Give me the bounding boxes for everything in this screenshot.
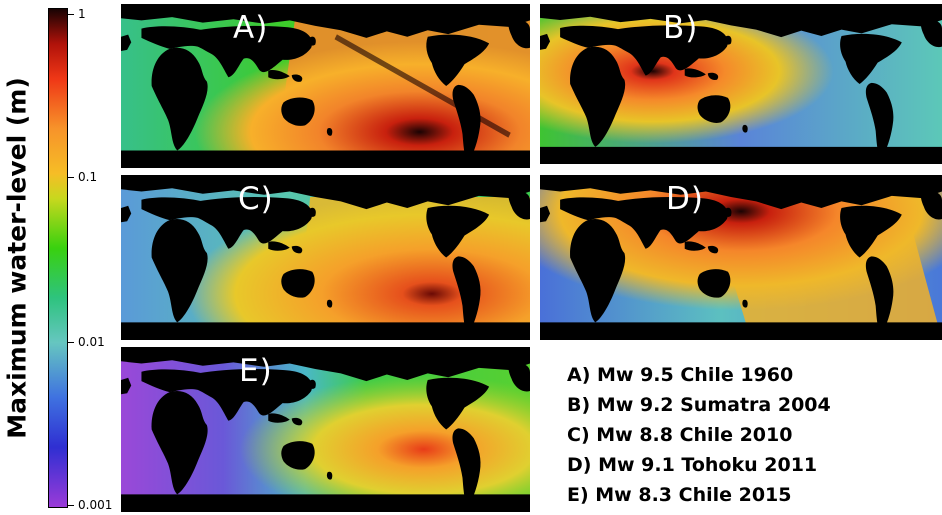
legend-item-d: D) Mw 9.1 Tohoku 2011: [567, 454, 818, 476]
colorbar-tick: [68, 14, 74, 15]
legend-item-e: E) Mw 8.3 Chile 2015: [567, 484, 792, 506]
map-panel-b: B): [540, 4, 942, 164]
map-panel-c: C): [121, 175, 530, 340]
panel-label-a: A): [233, 10, 269, 46]
colorbar: [48, 8, 68, 508]
colorbar-tick-label-0.01: 0.01: [78, 335, 105, 349]
colorbar-tick: [68, 342, 74, 343]
colorbar-tick-label-0.1: 0.1: [78, 170, 98, 184]
map-a-graphic: [121, 4, 530, 168]
map-d-graphic: [540, 175, 942, 340]
map-panel-d: D): [540, 175, 942, 340]
panel-label-e: E): [239, 353, 273, 389]
map-panel-e: E): [121, 347, 530, 512]
colorbar-tick: [68, 177, 74, 178]
map-b-graphic: [540, 4, 942, 164]
legend-item-c: C) Mw 8.8 Chile 2010: [567, 424, 793, 446]
panel-label-d: D): [666, 181, 704, 217]
legend: A) Mw 9.5 Chile 1960 B) Mw 9.2 Sumatra 2…: [567, 360, 831, 510]
colorbar-tick-label-1: 1: [78, 7, 86, 21]
legend-item-b: B) Mw 9.2 Sumatra 2004: [567, 394, 831, 416]
map-c-graphic: [121, 175, 530, 340]
panel-label-b: B): [663, 10, 699, 46]
panel-label-c: C): [238, 181, 274, 217]
colorbar-tick-label-0.001: 0.001: [78, 498, 113, 512]
map-e-graphic: [121, 347, 530, 512]
colorbar-title: Maximum water-level (m): [2, 76, 32, 439]
colorbar-tick: [68, 505, 74, 506]
legend-item-a: A) Mw 9.5 Chile 1960: [567, 364, 794, 386]
map-panel-a: A): [121, 4, 530, 168]
